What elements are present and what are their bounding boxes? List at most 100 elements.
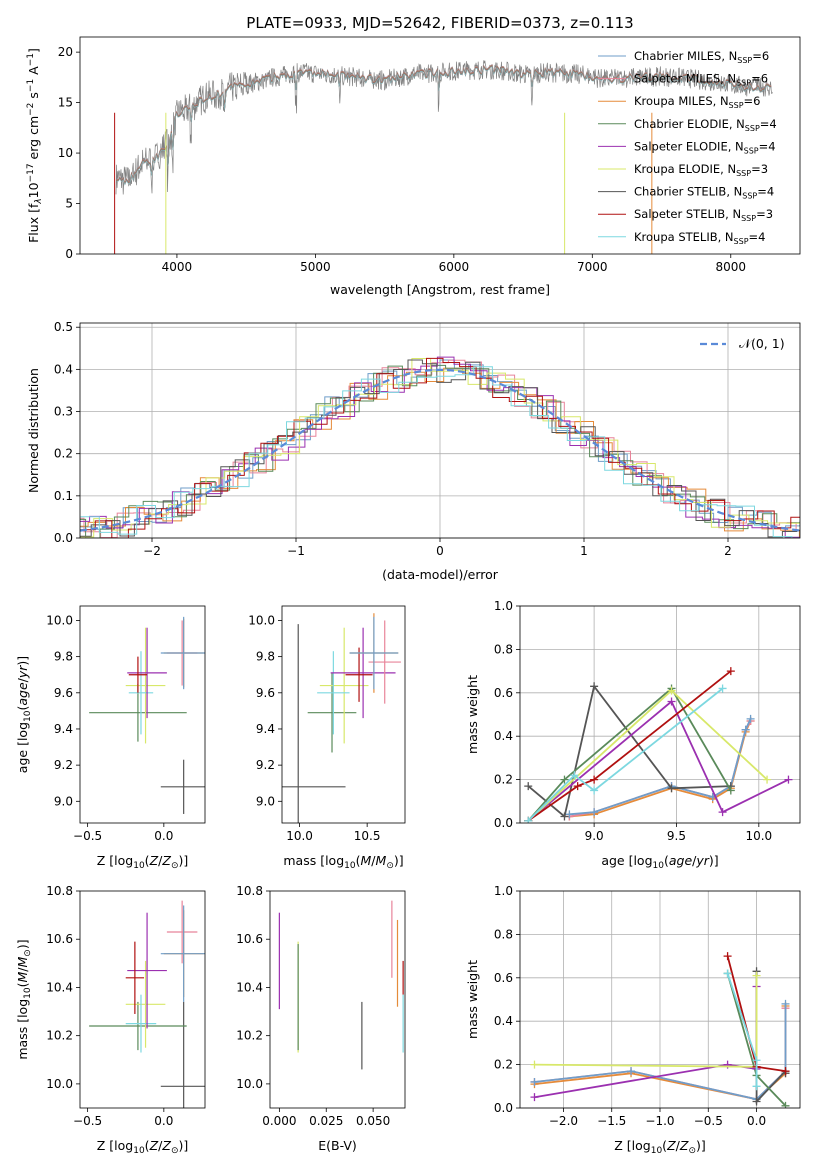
- x-tick-label: −0.5: [73, 1114, 102, 1128]
- error-point: [125, 627, 166, 744]
- y-tick-label: 10.0: [46, 613, 73, 627]
- y-tick-label: 10.0: [46, 1077, 73, 1091]
- y-tick-label: 0.2: [54, 447, 73, 461]
- y-tick-label: 10.8: [46, 884, 73, 898]
- y-tick-label: 10.4: [46, 980, 73, 994]
- x-tick-label: −2: [143, 544, 161, 558]
- y-tick-label: 0.6: [494, 971, 513, 985]
- plot-area: [278, 900, 404, 1070]
- x-tick-label: −1: [287, 544, 305, 558]
- panel-mass_vs_Z: −0.5 0.0 10.0 10.2 10.4 10.6 10.8 Z [log10(Z/Z⊙…: [15, 884, 206, 1156]
- weight-marker: [590, 786, 599, 795]
- weight-marker: [530, 1060, 539, 1069]
- model-spectrum: [116, 65, 772, 186]
- y-tick-label: 10: [58, 146, 73, 160]
- axes-frame: [519, 890, 801, 1109]
- y-tick-label: 0.0: [494, 1101, 513, 1115]
- x-axis-label: wavelength [Angstrom, rest frame]: [330, 282, 550, 297]
- legend: Chabrier MILES, NSSP=6 Salpeter MILES, NS…: [598, 49, 777, 246]
- legend-entry: Kroupa STELIB, NSSP=4: [634, 230, 765, 246]
- axes-frame: [79, 605, 206, 824]
- panel-age_vs_Z: −0.5 0.0 9.0 9.2 9.4 9.6 9.8 10.0 Z [log10(Z/Z⊙)…: [15, 605, 206, 871]
- x-tick-label: 0: [436, 544, 444, 558]
- weight-marker: [763, 775, 772, 784]
- y-tick-label: 15: [58, 96, 73, 110]
- weight-marker: [560, 812, 569, 821]
- y-tick-label: 9.0: [54, 794, 73, 808]
- panel-age_vs_mass: 10.0 10.5 9.0 9.2 9.4 9.6 9.8 10.0 mass [log10(M…: [248, 605, 406, 871]
- error-point: [166, 900, 198, 964]
- weight-line: [569, 718, 752, 816]
- weight-marker: [723, 969, 732, 978]
- x-axis-label: (data-model)/error: [382, 567, 499, 582]
- error-point: [282, 624, 346, 823]
- weight-marker: [590, 682, 599, 691]
- error-point: [128, 651, 154, 735]
- weight-marker: [746, 714, 755, 723]
- panel-mass_weight_vs_Z: −2.0 −1.5 −1.0 −0.5 0.0 0.0 0.2 0.4 0.6 0.8 1.0 Z […: [465, 884, 801, 1156]
- y-axis-label: mass weight: [465, 675, 480, 754]
- weight-marker: [752, 971, 761, 980]
- plot-area: [282, 613, 401, 823]
- legend-entry: Chabrier STELIB, NSSP=4: [634, 185, 774, 201]
- weight-marker: [667, 784, 676, 793]
- plot-area: [530, 952, 790, 1108]
- legend-entry: Chabrier ELODIE, NSSP=4: [634, 117, 777, 133]
- plot-area: [524, 667, 793, 823]
- y-tick-label: 10.6: [236, 932, 263, 946]
- weight-line: [527, 700, 789, 822]
- y-tick-label: 0: [65, 247, 73, 261]
- y-tick-label: 10.6: [46, 932, 73, 946]
- weight-marker: [560, 775, 569, 784]
- legend-entry: Salpeter MILES, NSSP=6: [634, 72, 768, 88]
- x-axis-label: E(B-V): [318, 1138, 357, 1153]
- y-tick-label: 0.5: [54, 320, 73, 334]
- x-tick-label: −1.5: [597, 1114, 626, 1128]
- x-tick-label: −0.5: [73, 829, 102, 843]
- legend-entry: 𝒩(0, 1): [739, 336, 785, 351]
- error-point: [307, 672, 357, 753]
- y-axis-label: mass [log10(M/M⊙)]: [15, 939, 33, 1059]
- weight-marker: [718, 684, 727, 693]
- histogram-step: [80, 359, 800, 538]
- y-axis-label: Flux [fλ10−17 erg cm−2 s−1 A−1]: [26, 48, 44, 243]
- x-tick-label: 9.5: [667, 829, 686, 843]
- axes-frame: [79, 36, 801, 255]
- y-tick-label: 9.2: [256, 758, 275, 772]
- error-point: [160, 1001, 205, 1108]
- y-tick-label: 0.4: [494, 729, 513, 743]
- y-tick-label: 10.2: [46, 1029, 73, 1043]
- y-tick-label: 0.0: [494, 816, 513, 830]
- weight-marker: [726, 667, 735, 676]
- legend-entry: Salpeter ELODIE, NSSP=4: [634, 139, 776, 155]
- x-tick-label: 9.0: [585, 829, 604, 843]
- y-tick-label: 10.8: [236, 884, 263, 898]
- error-point: [125, 994, 157, 1053]
- y-tick-label: 9.0: [256, 794, 275, 808]
- y-tick-label: 9.4: [54, 722, 73, 736]
- y-tick-label: 9.2: [54, 758, 73, 772]
- plot-area: [80, 356, 800, 538]
- x-axis-label: age [log10(age/yr)]: [601, 853, 718, 871]
- y-tick-label: 9.8: [256, 650, 275, 664]
- y-tick-label: 0.2: [494, 1058, 513, 1072]
- observed-spectrum: [115, 60, 773, 195]
- error-point: [127, 912, 167, 1029]
- x-tick-label: 0.000: [262, 1114, 296, 1128]
- weight-marker: [784, 775, 793, 784]
- error-point: [160, 759, 205, 814]
- weight-line: [527, 687, 732, 822]
- weight-marker: [752, 1056, 761, 1065]
- weight-marker: [667, 697, 676, 706]
- legend-entry: Kroupa MILES, NSSP=6: [634, 94, 760, 110]
- y-tick-label: 0.2: [494, 773, 513, 787]
- weight-marker: [530, 1093, 539, 1102]
- y-tick-label: 0.4: [54, 362, 73, 376]
- error-point: [160, 905, 205, 1002]
- x-tick-label: 6000: [439, 260, 470, 274]
- y-tick-label: 9.6: [256, 686, 275, 700]
- x-tick-label: 10.0: [745, 829, 772, 843]
- weight-marker: [726, 786, 735, 795]
- histogram-step: [80, 366, 800, 538]
